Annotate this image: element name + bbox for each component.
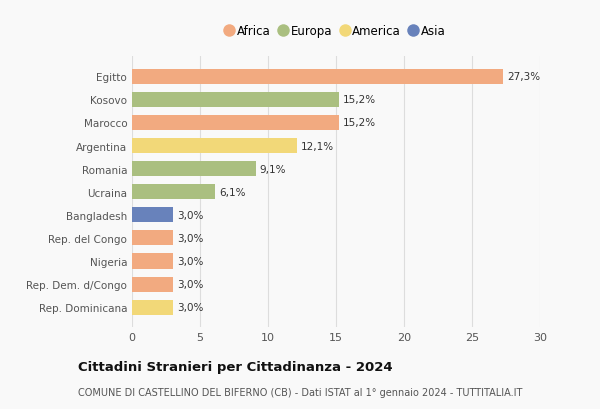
Text: 3,0%: 3,0% [177,279,203,290]
Bar [132,92,339,108]
Bar [132,208,173,223]
Bar [132,70,503,85]
Text: 3,0%: 3,0% [177,210,203,220]
Text: 3,0%: 3,0% [177,302,203,312]
Text: 27,3%: 27,3% [508,72,541,82]
Bar [132,277,173,292]
Bar [132,162,256,177]
Text: 15,2%: 15,2% [343,95,376,105]
Bar [132,231,173,246]
Bar [132,116,339,130]
Bar [132,139,296,154]
Text: 6,1%: 6,1% [219,187,245,197]
Text: 15,2%: 15,2% [343,118,376,128]
Text: COMUNE DI CASTELLINO DEL BIFERNO (CB) - Dati ISTAT al 1° gennaio 2024 - TUTTITAL: COMUNE DI CASTELLINO DEL BIFERNO (CB) - … [78,387,523,397]
Text: 9,1%: 9,1% [260,164,286,174]
Bar [132,300,173,315]
Bar [132,254,173,269]
Text: 3,0%: 3,0% [177,256,203,266]
Bar [132,185,215,200]
Text: 3,0%: 3,0% [177,233,203,243]
Legend: Africa, Europa, America, Asia: Africa, Europa, America, Asia [226,25,446,38]
Text: Cittadini Stranieri per Cittadinanza - 2024: Cittadini Stranieri per Cittadinanza - 2… [78,360,392,373]
Text: 12,1%: 12,1% [301,141,334,151]
